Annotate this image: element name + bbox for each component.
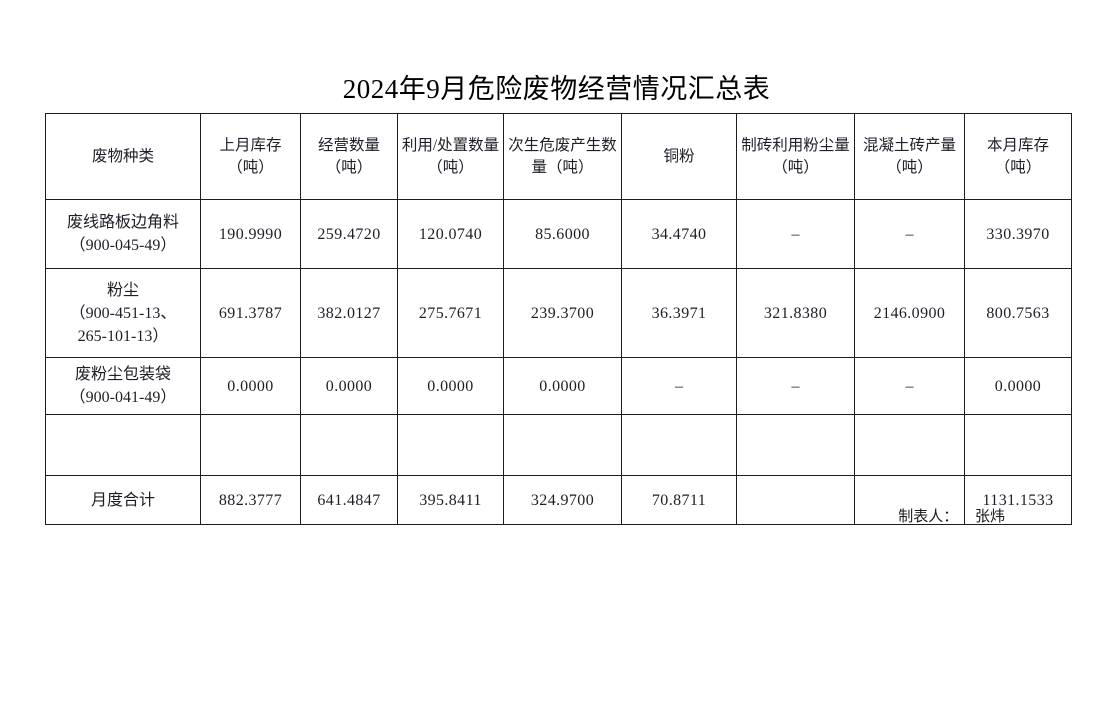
column-header-utilization-disposal-quantity: 利用/处置数量（吨） (397, 113, 504, 200)
cell-copper-powder: – (621, 357, 737, 415)
cell-concrete-brick-output (854, 414, 965, 476)
cell-copper-powder: 70.8711 (621, 475, 737, 525)
column-header-operation-quantity: 经营数量（吨） (300, 113, 398, 200)
hazardous-waste-summary-table: 废物种类 上月库存（吨） 经营数量（吨） 利用/处置数量（吨） 次生危废产生数量… (45, 113, 1072, 525)
cell-copper-powder: 34.4740 (621, 199, 737, 269)
cell-utilization-disposal-quantity: 275.7671 (397, 268, 504, 358)
cell-utilization-disposal-quantity (397, 414, 504, 476)
row-category-label: 粉尘 （900-451-13、 265-101-13） (45, 268, 201, 358)
row-category-label (45, 414, 201, 476)
preparer-name: 张炜 (974, 508, 1005, 525)
cell-brick-dust-usage: 321.8380 (736, 268, 855, 358)
cell-last-month-stock: 0.0000 (200, 357, 301, 415)
cell-operation-quantity: 382.0127 (300, 268, 398, 358)
cell-current-month-stock: 1131.1533 (964, 475, 1072, 525)
cell-last-month-stock: 691.3787 (200, 268, 301, 358)
cell-operation-quantity (300, 414, 398, 476)
preparer-label: 制表人： (898, 508, 959, 525)
cell-copper-powder (621, 414, 737, 476)
cell-secondary-waste-quantity: 324.9700 (503, 475, 622, 525)
cell-operation-quantity: 641.4847 (300, 475, 398, 525)
cell-brick-dust-usage: – (736, 357, 855, 415)
cell-utilization-disposal-quantity: 120.0740 (397, 199, 504, 269)
cell-secondary-waste-quantity: 239.3700 (503, 268, 622, 358)
row-category-label: 废线路板边角料 （900-045-49） (45, 199, 201, 269)
table-header-row: 废物种类 上月库存（吨） 经营数量（吨） 利用/处置数量（吨） 次生危废产生数量… (45, 113, 1072, 200)
cell-secondary-waste-quantity: 85.6000 (503, 199, 622, 269)
page-title: 2024年9月危险废物经营情况汇总表 (342, 74, 771, 104)
cell-concrete-brick-output (854, 475, 965, 525)
column-header-copper-powder: 铜粉 (621, 113, 737, 200)
cell-brick-dust-usage: – (736, 199, 855, 269)
column-header-brick-dust-usage: 制砖利用粉尘量（吨） (736, 113, 855, 200)
cell-current-month-stock: 330.3970 (964, 199, 1072, 269)
table-row: 粉尘 （900-451-13、 265-101-13） 691.3787 382… (45, 268, 1072, 358)
cell-secondary-waste-quantity (503, 414, 622, 476)
preparer-spacer (958, 508, 975, 525)
column-header-waste-category: 废物种类 (45, 113, 201, 200)
cell-concrete-brick-output: 2146.0900 (854, 268, 965, 358)
cell-brick-dust-usage (736, 475, 855, 525)
cell-operation-quantity: 259.4720 (300, 199, 398, 269)
table-row-blank (45, 414, 1072, 476)
cell-secondary-waste-quantity: 0.0000 (503, 357, 622, 415)
preparer-note: 制表人： 张炜 (0, 506, 1113, 528)
cell-concrete-brick-output: – (854, 357, 965, 415)
table-row-total: 月度合计 882.3777 641.4847 395.8411 324.9700… (45, 475, 1072, 525)
table-row: 废线路板边角料 （900-045-49） 190.9990 259.4720 1… (45, 199, 1072, 269)
cell-operation-quantity: 0.0000 (300, 357, 398, 415)
cell-last-month-stock: 190.9990 (200, 199, 301, 269)
column-header-secondary-waste-quantity: 次生危废产生数量（吨） (503, 113, 622, 200)
cell-brick-dust-usage (736, 414, 855, 476)
row-category-label-total: 月度合计 (45, 475, 201, 525)
column-header-concrete-brick-output: 混凝土砖产量（吨） (854, 113, 965, 200)
cell-concrete-brick-output: – (854, 199, 965, 269)
table-row: 废粉尘包装袋 （900-041-49） 0.0000 0.0000 0.0000… (45, 357, 1072, 415)
cell-current-month-stock: 800.7563 (964, 268, 1072, 358)
cell-utilization-disposal-quantity: 0.0000 (397, 357, 504, 415)
column-header-current-month-stock: 本月库存（吨） (964, 113, 1072, 200)
cell-utilization-disposal-quantity: 395.8411 (397, 475, 504, 525)
cell-copper-powder: 36.3971 (621, 268, 737, 358)
report-table-container: 废物种类 上月库存（吨） 经营数量（吨） 利用/处置数量（吨） 次生危废产生数量… (45, 113, 1072, 525)
column-header-last-month-stock: 上月库存（吨） (200, 113, 301, 200)
table-body: 废物种类 上月库存（吨） 经营数量（吨） 利用/处置数量（吨） 次生危废产生数量… (45, 113, 1072, 525)
cell-last-month-stock (200, 414, 301, 476)
row-category-label: 废粉尘包装袋 （900-041-49） (45, 357, 201, 415)
cell-current-month-stock (964, 414, 1072, 476)
cell-current-month-stock: 0.0000 (964, 357, 1072, 415)
